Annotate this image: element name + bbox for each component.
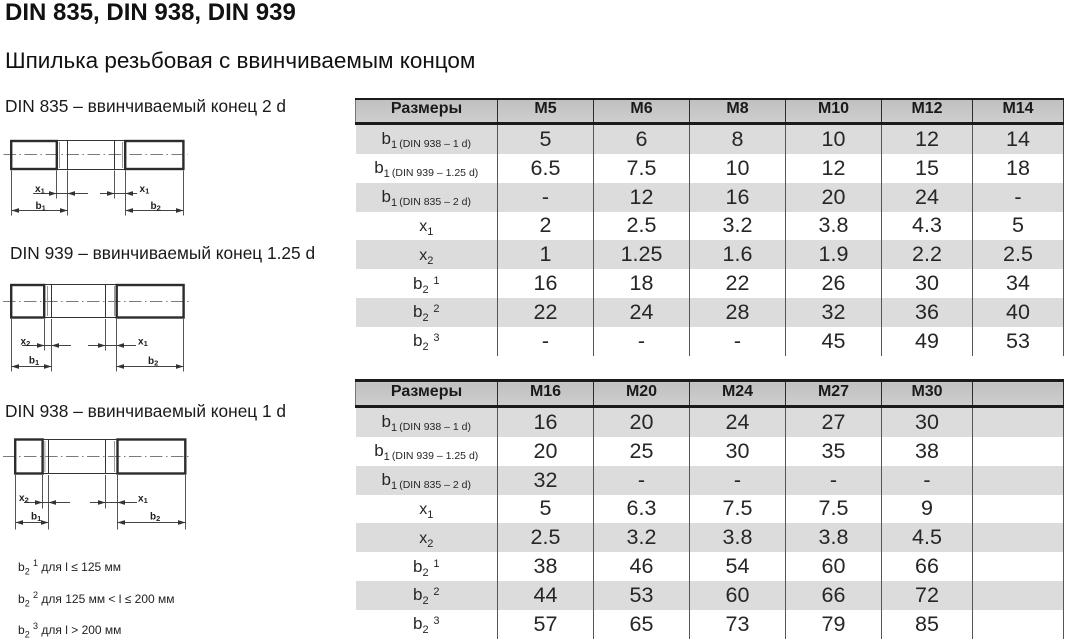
- svg-text:b1: b1: [29, 356, 39, 368]
- svg-text:x2: x2: [21, 337, 31, 349]
- svg-text:x1: x1: [138, 337, 148, 349]
- svg-text:x2: x2: [19, 493, 29, 505]
- svg-text:b1: b1: [31, 512, 41, 524]
- svg-text:b1: b1: [36, 201, 46, 213]
- svg-text:x1: x1: [140, 184, 150, 196]
- svg-text:x1: x1: [138, 494, 148, 506]
- svg-text:b2: b2: [151, 201, 161, 213]
- svg-text:b2: b2: [148, 356, 158, 368]
- svg-text:b2: b2: [150, 512, 160, 524]
- svg-text:x1: x1: [35, 184, 45, 196]
